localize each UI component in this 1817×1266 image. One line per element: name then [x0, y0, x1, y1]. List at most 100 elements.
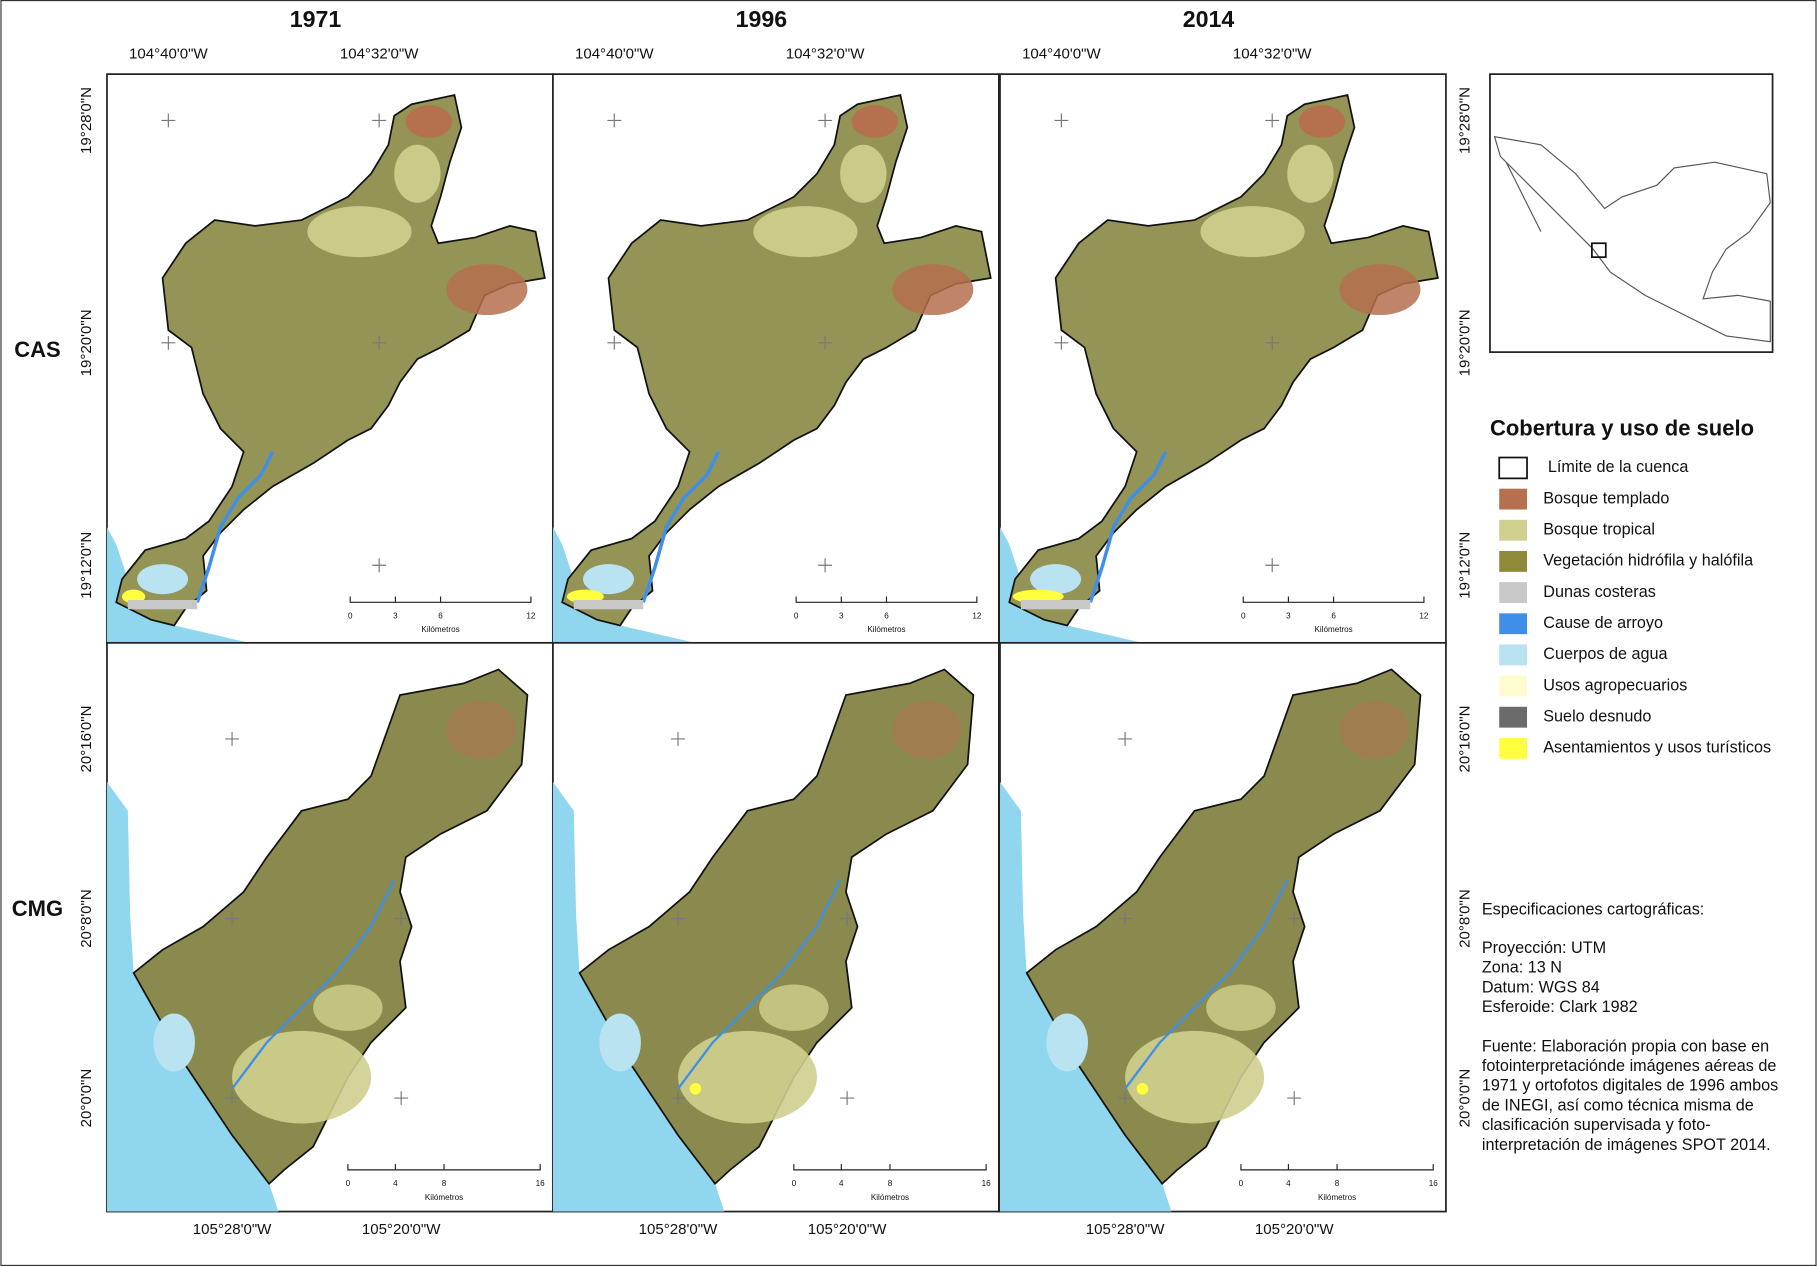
dunes [573, 599, 644, 610]
scale-tick-label: 16 [536, 1179, 546, 1188]
scale-bar [347, 1164, 541, 1171]
scale-tick-label: 8 [1335, 1179, 1340, 1188]
watershed [578, 668, 975, 1186]
temperate-forest [851, 105, 899, 138]
temperate-forest [446, 700, 516, 759]
scale-tick-label: 0 [348, 611, 353, 620]
watershed [132, 668, 529, 1186]
scale-tick-label: 0 [346, 1179, 351, 1188]
legend-swatch [1498, 456, 1528, 480]
graticule-cross [225, 732, 240, 746]
legend-swatch [1499, 737, 1528, 759]
stream [1088, 450, 1168, 603]
water-body [137, 564, 189, 595]
latitude-label: 20°8'0"N [78, 889, 95, 948]
latitude-label: 20°16'0"N [1457, 706, 1474, 773]
scale-tick-label: 8 [442, 1179, 447, 1188]
graticule-cross [394, 911, 409, 926]
scale-bar [1242, 596, 1425, 603]
ocean [552, 527, 696, 643]
temperate-forest [446, 264, 528, 316]
temperate-forest [405, 105, 453, 138]
longitude-label: 105°28'0"W [1086, 1221, 1165, 1238]
map-column: 0 3 6 12 Kilómetros 0 4 8 16 Kilómetros [106, 73, 554, 1213]
legend-label: Cuerpos de agua [1543, 645, 1668, 663]
graticule-cross [1265, 558, 1280, 573]
scale-tick-label: 6 [884, 611, 889, 620]
year-label: 2014 [1183, 6, 1235, 32]
scale-tick-label: 12 [1419, 611, 1429, 620]
scale-bar [349, 596, 532, 603]
scale-unit: Kilómetros [867, 625, 905, 634]
latitude-label: 20°16'0"N [78, 706, 95, 773]
graticule-cross [225, 1091, 240, 1105]
scale-tick-label: 3 [1286, 611, 1291, 620]
watershed [115, 93, 546, 627]
scale-tick-label: 4 [1286, 1179, 1291, 1188]
specs-line: Esferoide: Clark 1982 [1482, 998, 1638, 1016]
legend-title: Cobertura y uso de suelo [1490, 416, 1754, 441]
latitude-label: 19°28'0"N [78, 87, 95, 154]
graticule-cross [1265, 335, 1280, 350]
graticule-cross [818, 335, 833, 350]
agriculture [307, 206, 412, 258]
water-body [1030, 564, 1082, 595]
scale-unit: Kilómetros [425, 1193, 463, 1202]
agriculture [840, 144, 887, 203]
scale-tick-label: 8 [888, 1179, 893, 1188]
scale-tick-label: 3 [839, 611, 844, 620]
longitude-label: 104°40'0"W [1022, 45, 1101, 62]
scale-tick-label: 0 [792, 1179, 797, 1188]
settlement [689, 1082, 702, 1095]
graticule-cross [1118, 911, 1133, 926]
graticule-cross [671, 911, 685, 926]
agriculture [678, 1030, 817, 1124]
ocean [1000, 527, 1143, 643]
scale-tick-label: 16 [1429, 1179, 1439, 1188]
dunes [1020, 599, 1091, 610]
longitude-label: 104°32'0"W [1233, 45, 1312, 62]
legend-label: Bosque tropical [1543, 521, 1655, 539]
watershed [1008, 93, 1439, 627]
scale-tick-label: 12 [526, 611, 536, 620]
scale-bar [1240, 1164, 1434, 1171]
legend-swatch [1499, 488, 1528, 510]
legend-label: Asentamientos y usos turísticos [1543, 739, 1771, 757]
stream [1124, 879, 1289, 1090]
watershed [561, 93, 992, 627]
source-line: Fuente: Elaboración propia con base en [1482, 1037, 1769, 1055]
year-label: 1971 [290, 6, 342, 32]
inset-locator [1591, 242, 1607, 259]
longitude-label: 105°20'0"W [808, 1221, 887, 1238]
longitude-label: 105°28'0"W [193, 1221, 272, 1238]
stream [195, 450, 275, 603]
graticule-cross [1118, 1091, 1133, 1105]
specs-title: Especificaciones cartográficas: [1482, 901, 1704, 919]
agriculture [1125, 1030, 1265, 1124]
graticule-cross [818, 558, 833, 573]
graticule-cross [1054, 113, 1069, 128]
settlement [1136, 1082, 1149, 1095]
inset-country [1493, 135, 1771, 343]
longitude-label: 105°20'0"W [362, 1221, 441, 1238]
agriculture [1287, 144, 1334, 203]
scale-bar [793, 1164, 987, 1171]
water-body [153, 1013, 195, 1072]
source-line: fotointerpretaciónde imágenes aéreas de [1482, 1057, 1777, 1075]
specs-line: Zona: 13 N [1482, 959, 1562, 977]
legend-label: Vegetación hidrófila y halófila [1543, 552, 1754, 570]
ocean [1000, 781, 1172, 1212]
scale-unit: Kilómetros [421, 625, 459, 634]
map-column: 0 3 6 12 Kilómetros 0 4 8 16 Kilómetros [999, 73, 1447, 1213]
longitude-label: 104°32'0"W [786, 45, 865, 62]
graticule-cross [161, 335, 176, 350]
water-body [1046, 1013, 1089, 1072]
source-line: 1971 y ortofotos digitales de 1996 ambos [1482, 1077, 1778, 1095]
specs-line: Proyección: UTM [1482, 939, 1606, 957]
agriculture [1200, 206, 1305, 258]
row-label: CMG [12, 896, 63, 921]
latitude-label: 20°0'0"N [1457, 1069, 1474, 1128]
legend-label: Usos agropecuarios [1543, 676, 1687, 694]
agriculture [759, 984, 829, 1031]
